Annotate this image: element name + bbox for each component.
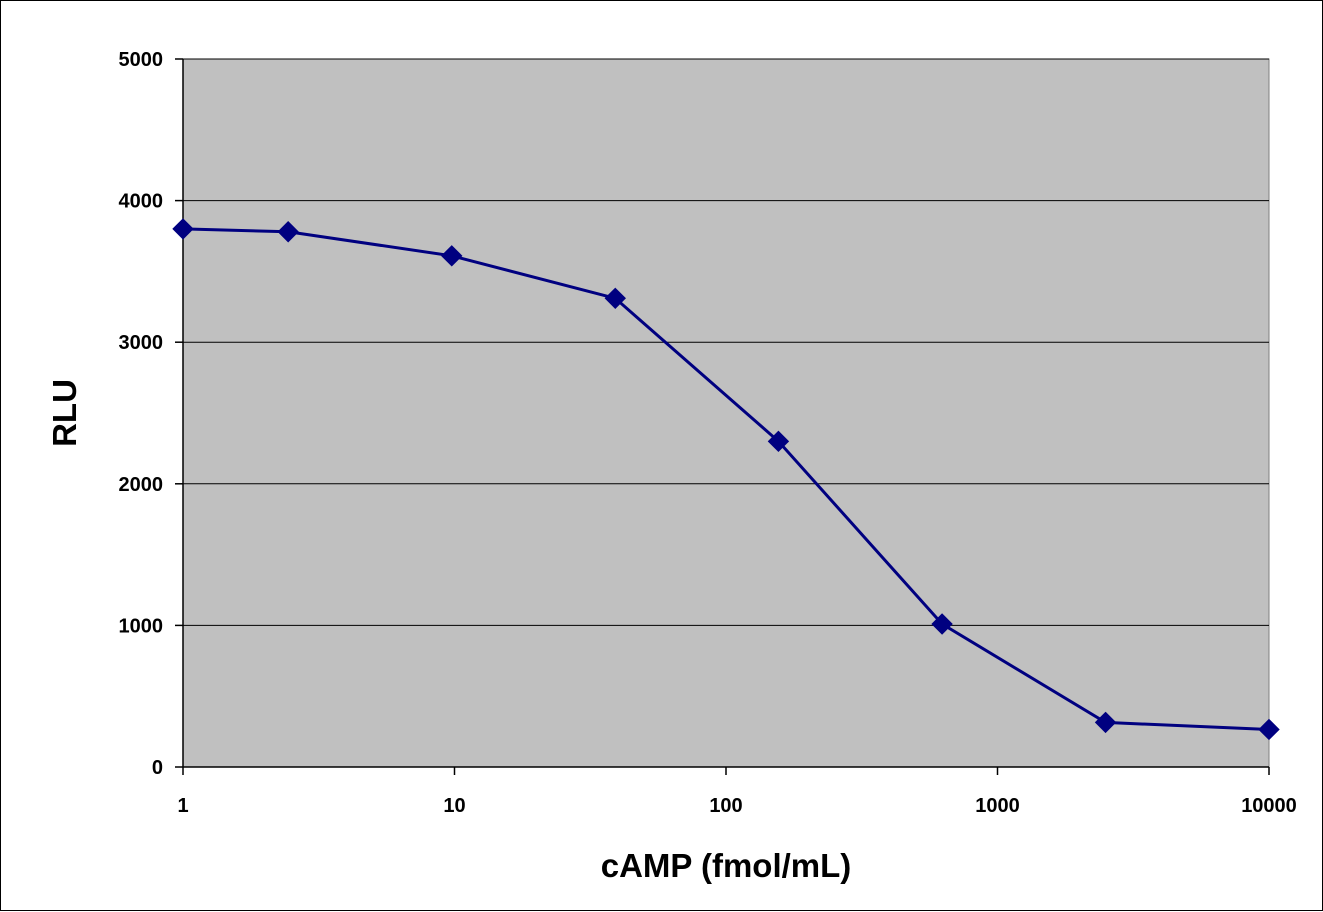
x-tick-label: 10000 <box>1241 795 1297 817</box>
y-tick-label: 0 <box>152 757 163 779</box>
y-tick-labels: 0 1000 2000 3000 4000 5000 <box>119 49 164 779</box>
y-tick-label: 2000 <box>119 474 164 496</box>
x-tick-label: 10 <box>443 795 465 817</box>
data-markers <box>172 218 1280 741</box>
data-point-1 <box>277 221 299 243</box>
x-tick-label: 100 <box>709 795 742 817</box>
x-tick-label: 1000 <box>975 795 1020 817</box>
series-line <box>182 227 1270 731</box>
x-axis-title: cAMP (fmol/mL) <box>601 847 852 884</box>
y-axis-title: RLU <box>46 379 83 447</box>
y-tick-label: 3000 <box>119 332 164 354</box>
y-tick-label: 1000 <box>119 615 164 637</box>
y-tick-label: 4000 <box>119 191 164 213</box>
data-point-5 <box>931 613 953 635</box>
y-tick-label: 5000 <box>119 49 164 71</box>
plot-area <box>182 58 1270 768</box>
data-point-4 <box>767 430 790 453</box>
gridlines <box>183 58 1269 626</box>
x-tick-label: 1 <box>177 795 188 817</box>
data-point-7 <box>1258 718 1280 741</box>
data-point-2 <box>441 245 463 267</box>
data-point-6 <box>1094 711 1117 734</box>
data-point-3 <box>604 287 626 310</box>
x-tick-labels: 1 10 100 1000 10000 <box>177 795 1296 817</box>
data-point-0 <box>172 218 194 240</box>
axes <box>175 58 1270 775</box>
